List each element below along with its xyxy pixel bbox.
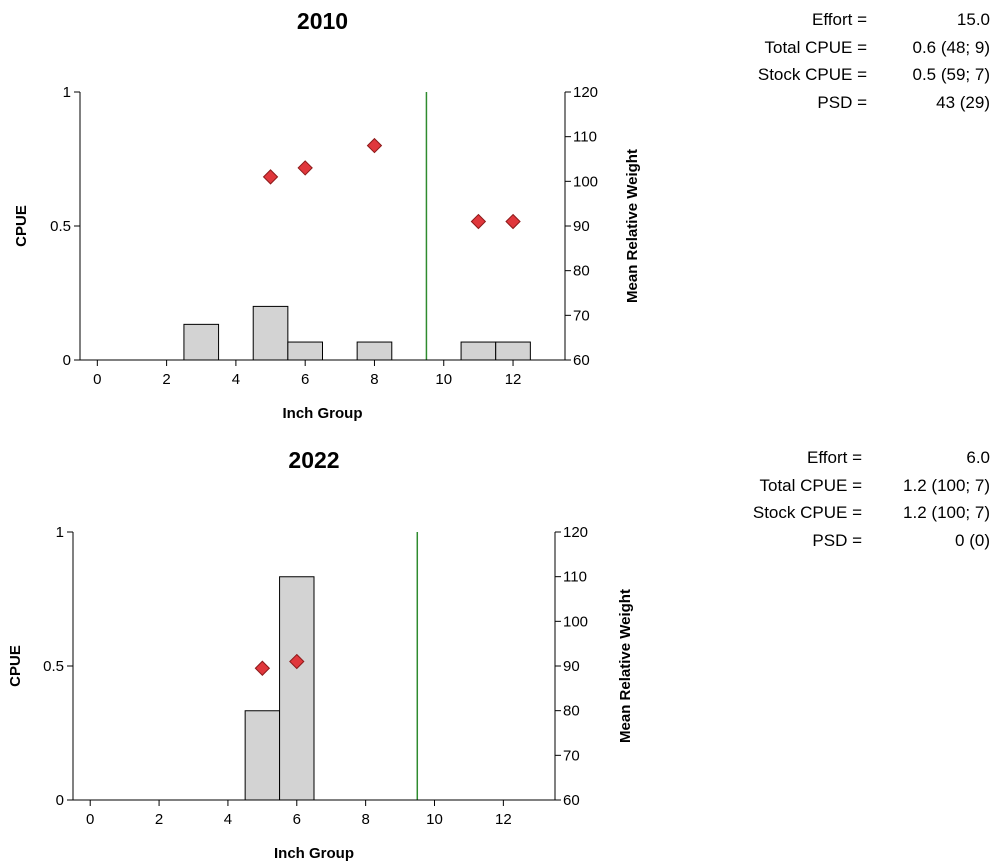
stats-row-psd: PSD = 43 (29) bbox=[690, 89, 990, 117]
y-tick-label: 1 bbox=[56, 524, 64, 541]
x-tick-label: 4 bbox=[232, 371, 240, 388]
x-tick-label: 6 bbox=[301, 371, 309, 388]
y-tick-label: 0 bbox=[56, 792, 64, 809]
y2-tick-label: 90 bbox=[573, 218, 590, 235]
cpue-bar bbox=[244, 710, 281, 801]
y2-tick-label: 60 bbox=[563, 792, 580, 809]
stats-value: 15.0 bbox=[956, 10, 990, 29]
cpue-bar bbox=[495, 341, 531, 361]
stats-label: Effort = bbox=[807, 448, 862, 467]
x-axis-label: Inch Group bbox=[283, 405, 363, 422]
x-tick-label: 0 bbox=[93, 371, 101, 388]
stats-label: Total CPUE = bbox=[759, 475, 862, 495]
stats-value: 6.0 bbox=[966, 448, 990, 467]
x-tick-label: 4 bbox=[224, 811, 232, 828]
x-tick-label: 2 bbox=[155, 811, 163, 828]
chart-title: 2022 bbox=[288, 447, 339, 473]
relative-weight-marker bbox=[262, 169, 279, 185]
y2-tick-label: 110 bbox=[563, 569, 587, 586]
stats-row-psd: PSD = 0 (0) bbox=[690, 527, 990, 555]
y2-tick-label: 70 bbox=[563, 747, 580, 764]
y2-tick-label: 80 bbox=[573, 263, 590, 280]
y-axis-label: CPUE bbox=[7, 645, 24, 687]
x-tick-label: 6 bbox=[293, 811, 301, 828]
relative-weight-marker bbox=[505, 213, 521, 230]
y2-axis-label: Mean Relative Weight bbox=[624, 149, 641, 303]
stats-label: Stock CPUE = bbox=[752, 503, 862, 522]
relative-weight-marker bbox=[297, 160, 313, 176]
relative-weight-marker bbox=[470, 213, 487, 230]
y2-tick-label: 100 bbox=[563, 613, 588, 630]
stats-block-2010: Effort = 15.0 Total CPUE = 0.6 (48; 9) S… bbox=[690, 6, 990, 116]
chart-panel-2010: 2010 0 0.5 1 60 70 80 90 100 110 120 0 2 4 6 8 10 12 Inch … bbox=[13, 8, 641, 422]
x-tick-label: 8 bbox=[370, 371, 378, 388]
cpue-bar bbox=[460, 341, 497, 361]
stats-row-effort: Effort = 15.0 bbox=[690, 6, 990, 34]
y2-tick-label: 80 bbox=[563, 703, 580, 720]
cpue-bar bbox=[279, 576, 315, 801]
stats-value: 1.2 (100; 7) bbox=[903, 503, 990, 522]
stats-row-stock-cpue: Stock CPUE = 1.2 (100; 7) bbox=[690, 499, 990, 527]
x-tick-label: 12 bbox=[495, 811, 512, 828]
y2-axis-label: Mean Relative Weight bbox=[617, 589, 634, 743]
y-axis-label: CPUE bbox=[13, 205, 30, 247]
y2-tick-label: 120 bbox=[563, 524, 588, 541]
stats-value: 1.2 (100; 7) bbox=[903, 475, 990, 495]
stats-value: 0 (0) bbox=[955, 530, 990, 550]
stats-value: 0.6 (48; 9) bbox=[912, 37, 991, 57]
chart-title: 2010 bbox=[297, 8, 348, 34]
cpue-bar bbox=[287, 341, 324, 361]
stats-row-effort: Effort = 6.0 bbox=[690, 444, 990, 472]
y-tick-label: 0.5 bbox=[43, 658, 64, 675]
y-tick-label: 0.5 bbox=[50, 218, 71, 235]
x-tick-label: 10 bbox=[426, 811, 443, 828]
stats-row-total-cpue: Total CPUE = 0.6 (48; 9) bbox=[690, 34, 990, 62]
stats-row-stock-cpue: Stock CPUE = 0.5 (59; 7) bbox=[690, 61, 990, 89]
relative-weight-marker bbox=[366, 137, 383, 154]
relative-weight-marker bbox=[254, 660, 271, 676]
cpue-bar bbox=[356, 341, 393, 361]
cpue-bar bbox=[252, 305, 289, 361]
x-tick-label: 2 bbox=[162, 371, 170, 388]
y2-tick-label: 90 bbox=[563, 658, 580, 675]
stats-label: Effort = bbox=[812, 10, 867, 29]
y-tick-label: 1 bbox=[63, 84, 71, 101]
x-tick-label: 10 bbox=[435, 371, 452, 388]
stats-value: 0.5 (59; 7) bbox=[912, 65, 991, 84]
x-tick-label: 8 bbox=[361, 811, 369, 828]
y2-tick-label: 120 bbox=[573, 84, 598, 101]
x-tick-label: 12 bbox=[505, 371, 522, 388]
y2-tick-label: 60 bbox=[573, 352, 590, 369]
x-tick-label: 0 bbox=[86, 811, 94, 828]
stats-label: PSD = bbox=[812, 530, 862, 550]
stats-value: 43 (29) bbox=[936, 92, 990, 112]
y2-tick-label: 110 bbox=[573, 129, 597, 146]
chart-panel-2022: 2022 0 0.5 1 60 70 80 90 100 110 120 0 2 4 6 8 10 12 Inch … bbox=[7, 447, 634, 862]
stats-row-total-cpue: Total CPUE = 1.2 (100; 7) bbox=[690, 472, 990, 500]
relative-weight-marker bbox=[289, 653, 305, 670]
x-axis-label: Inch Group bbox=[274, 845, 354, 862]
stats-label: PSD = bbox=[817, 92, 867, 112]
cpue-bar bbox=[183, 323, 220, 361]
stats-label: Stock CPUE = bbox=[757, 65, 867, 84]
stats-block-2022: Effort = 6.0 Total CPUE = 1.2 (100; 7) S… bbox=[690, 444, 990, 554]
y2-tick-label: 70 bbox=[573, 307, 590, 324]
y2-tick-label: 100 bbox=[573, 173, 598, 190]
y-tick-label: 0 bbox=[63, 352, 71, 369]
stats-label: Total CPUE = bbox=[764, 37, 867, 57]
